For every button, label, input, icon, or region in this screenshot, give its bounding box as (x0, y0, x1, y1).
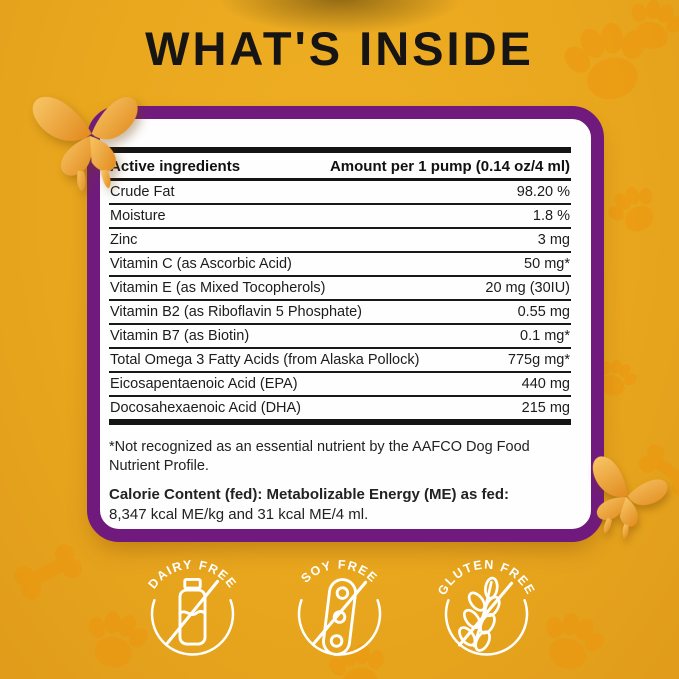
ingredient-name: Vitamin B2 (as Riboflavin 5 Phosphate) (110, 304, 363, 320)
table-header-ingredients: Active ingredients (110, 158, 241, 175)
milk-bottle-icon (165, 577, 220, 646)
ingredient-name: Crude Fat (110, 184, 175, 200)
table-row: Moisture 1.8 % (109, 205, 571, 229)
aafco-footnote: *Not recognized as an essential nutrient… (109, 439, 530, 474)
badge-circle (150, 599, 235, 656)
ingredient-amount: 50 mg* (524, 256, 570, 272)
table-row: Zinc 3 mg (109, 229, 571, 253)
ingredient-amount: 3 mg (537, 232, 570, 248)
badge-label: DAIRY FREE (146, 557, 238, 591)
badge-gluten-free: GLUTEN FREE (435, 557, 536, 656)
ingredient-amount: 1.8 % (532, 208, 570, 224)
calorie-content: Calorie Content (fed): Metabolizable Ene… (109, 485, 571, 525)
ingredient-name: Moisture (110, 208, 166, 224)
table-row: Docosahexaenoic Acid (DHA) 215 mg (109, 397, 571, 419)
ingredient-amount: 215 mg (521, 400, 570, 416)
calorie-content-heading: Calorie Content (fed): Metabolizable Ene… (109, 486, 510, 503)
table-row: Eicosapentaenoic Acid (EPA) 440 mg (109, 373, 571, 397)
calorie-content-values: 8,347 kcal ME/kg and 31 kcal ME/4 ml. (109, 506, 369, 523)
badge-soy-free: SOY FREE (297, 558, 382, 656)
ingredient-name: Vitamin C (as Ascorbic Acid) (110, 256, 292, 272)
table-row: Crude Fat 98.20 % (109, 181, 571, 205)
table-top-rule (109, 147, 571, 153)
table-bottom-rule (109, 419, 571, 425)
table-row: Vitamin B2 (as Riboflavin 5 Phosphate) 0… (109, 301, 571, 325)
table-row: Total Omega 3 Fatty Acids (from Alaska P… (109, 349, 571, 373)
ingredient-amount: 0.1 mg* (520, 328, 570, 344)
ingredient-name: Docosahexaenoic Acid (DHA) (110, 400, 302, 416)
ingredient-amount: 440 mg (521, 376, 570, 392)
butterfly-icon (592, 456, 668, 539)
ingredient-amount: 20 mg (30IU) (485, 280, 570, 296)
ingredient-amount: 98.20 % (516, 184, 570, 200)
svg-text:DAIRY FREE: DAIRY FREE (146, 557, 240, 591)
svg-text:SOY FREE: SOY FREE (298, 558, 380, 586)
table-row: Vitamin E (as Mixed Tocopherols) 20 mg (… (109, 277, 571, 301)
page-title: WHAT'S INSIDE (145, 22, 534, 75)
table-row: Vitamin B7 (as Biotin) 0.1 mg* (109, 325, 571, 349)
ingredients-card: Active ingredients Amount per 1 pump (0.… (87, 106, 604, 542)
butterfly-icon (32, 96, 138, 192)
badge-label: SOY FREE (298, 558, 379, 586)
table-row: Vitamin C (as Ascorbic Acid) 50 mg* (109, 253, 571, 277)
ingredient-name: Vitamin E (as Mixed Tocopherols) (110, 280, 326, 296)
ingredient-amount: 0.55 mg (517, 304, 570, 320)
table-header: Active ingredients Amount per 1 pump (0.… (109, 153, 571, 178)
badge-circle (444, 599, 529, 656)
table-header-amount: Amount per 1 pump (0.14 oz/4 ml) (329, 158, 570, 175)
wheat-icon (457, 576, 514, 652)
ingredient-name: Total Omega 3 Fatty Acids (from Alaska P… (110, 352, 420, 368)
ingredients-rows: Crude Fat 98.20 % Moisture 1.8 % Zinc 3 … (109, 181, 571, 419)
ingredient-name: Zinc (110, 232, 138, 248)
badge-dairy-free: DAIRY FREE (146, 557, 240, 656)
ingredient-name: Eicosapentaenoic Acid (EPA) (110, 376, 298, 392)
ingredient-amount: 775g mg* (507, 352, 570, 368)
ingredient-name: Vitamin B7 (as Biotin) (110, 328, 250, 344)
soy-pod-icon (311, 578, 368, 656)
table-header-rule (109, 178, 571, 181)
badges-row: DAIRY FREE SOY FREE (0, 537, 679, 672)
